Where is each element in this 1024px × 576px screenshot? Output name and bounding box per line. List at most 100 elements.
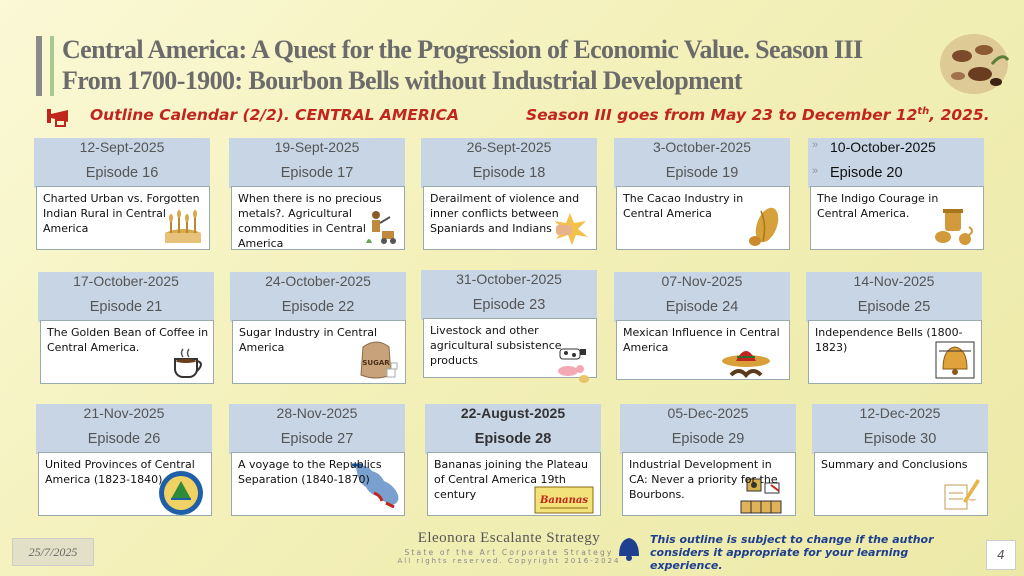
- episode-card[interactable]: 17-October-2025 Episode 21 The Golden Be…: [38, 272, 214, 384]
- subtitle-row: Outline Calendar (2/2). CENTRAL AMERICA …: [40, 104, 1020, 128]
- episode-card[interactable]: 12-Sept-2025 Episode 16 Charted Urban vs…: [34, 138, 210, 250]
- episode-title: Livestock and other agricultural subsist…: [430, 324, 562, 367]
- coffee-cup-icon: [174, 348, 202, 378]
- episode-card[interactable]: 26-Sept-2025 Episode 18 Derailment of vi…: [421, 138, 597, 250]
- card-header: 10-October-2025 Episode 20: [808, 138, 984, 188]
- episode-title: Mexican Influence in Central America: [623, 326, 780, 354]
- page-title: Central America: A Quest for the Progres…: [62, 34, 922, 96]
- wheat-field-icon: [165, 210, 201, 243]
- bell-logo-icon: [619, 538, 639, 561]
- card-body: A voyage to the Republics Separation (18…: [231, 452, 405, 516]
- page-number: 4: [986, 540, 1016, 570]
- episode-card[interactable]: 14-Nov-2025 Episode 25 Independence Bell…: [806, 272, 982, 384]
- episode-number: Episode 21: [89, 299, 163, 315]
- episode-title: The Golden Bean of Coffee in Central Ame…: [47, 326, 209, 354]
- disclaimer-notice: This outline is subject to change if the…: [650, 533, 934, 572]
- episode-card[interactable]: 3-October-2025 Episode 19 The Cacao Indu…: [614, 138, 790, 250]
- episode-number: Episode 28: [474, 431, 552, 447]
- episode-date: 26-Sept-2025: [466, 139, 552, 155]
- card-body: Bananas joining the Plateau of Central A…: [427, 452, 601, 516]
- episode-number: Episode 26: [87, 431, 161, 447]
- brand-name: Eleonora Escalante Strategy: [417, 530, 601, 546]
- episode-date: 3-October-2025: [652, 139, 752, 155]
- card-header: 14-Nov-2025 Episode 25: [806, 272, 982, 322]
- brand-copyright: All rights reserved. Copyright 2016-2024: [397, 557, 621, 565]
- episode-card[interactable]: 21-Nov-2025 Episode 26 United Provinces …: [36, 404, 212, 516]
- episode-card[interactable]: 10-October-2025 Episode 20 The Indigo Co…: [808, 138, 984, 250]
- bananas-label: Bananas: [539, 495, 588, 506]
- episode-card[interactable]: 05-Dec-2025 Episode 29 Industrial Develo…: [620, 404, 796, 516]
- brand-tagline: State of the Art Corporate Strategy: [404, 548, 614, 557]
- card-header: 07-Nov-2025 Episode 24: [614, 272, 790, 322]
- card-header: 26-Sept-2025 Episode 18: [421, 138, 597, 188]
- episode-number: Episode 27: [280, 431, 354, 447]
- footer-date: 25/7/2025: [12, 538, 94, 566]
- episode-card[interactable]: 12-Dec-2025 Episode 30 Summary and Concl…: [812, 404, 988, 516]
- factory-icon: [740, 478, 782, 514]
- card-header: 3-October-2025 Episode 19: [614, 138, 790, 188]
- indigo-pot-icon: [935, 209, 973, 245]
- episode-date: 24-October-2025: [265, 273, 371, 289]
- episode-title: Sugar Industry in Central America: [239, 326, 378, 354]
- episode-number: Episode 25: [857, 299, 931, 315]
- title-line-1: Central America: A Quest for the Progres…: [62, 35, 863, 64]
- episode-title: Derailment of violence and inner conflic…: [430, 192, 580, 235]
- card-header: 24-October-2025 Episode 22: [230, 272, 406, 322]
- coat-of-arms-icon: [159, 471, 203, 515]
- episode-date: 14-Nov-2025: [853, 273, 935, 289]
- writing-hand-icon: [944, 479, 980, 510]
- episode-date: 31-October-2025: [456, 271, 562, 287]
- episode-title: A voyage to the Republics Separation (18…: [238, 458, 382, 486]
- episode-date: 05-Dec-2025: [667, 405, 749, 421]
- card-header: 31-October-2025 Episode 23: [421, 270, 597, 320]
- episode-card[interactable]: 28-Nov-2025 Episode 27 A voyage to the R…: [229, 404, 405, 516]
- card-body: Charted Urban vs. Forgotten Indian Rural…: [36, 186, 210, 250]
- outline-calendar-label: Outline Calendar (2/2). CENTRAL AMERICA: [90, 106, 459, 124]
- card-header: 28-Nov-2025 Episode 27: [229, 404, 405, 454]
- episode-number: Episode 19: [665, 165, 739, 181]
- episode-card[interactable]: 19-Sept-2025 Episode 17 When there is no…: [229, 138, 405, 250]
- livestock-icon: [558, 348, 589, 383]
- card-body: Mexican Influence in Central America: [616, 320, 790, 380]
- episode-title: Bananas joining the Plateau of Central A…: [434, 458, 589, 501]
- card-header: 12-Sept-2025 Episode 16: [34, 138, 210, 188]
- card-header: 21-Nov-2025 Episode 26: [36, 404, 212, 454]
- fist-icon: [554, 213, 588, 245]
- episode-number: Episode 17: [280, 165, 354, 181]
- episode-number: Episode 30: [863, 431, 937, 447]
- episode-date: 07-Nov-2025: [661, 273, 743, 289]
- season-prefix: Season III goes from May 23 to December …: [526, 106, 918, 125]
- episode-card[interactable]: 24-October-2025 Episode 22 Sugar Industr…: [230, 272, 406, 384]
- episode-date: 12-Dec-2025: [859, 405, 941, 421]
- episode-date: 10-October-2025: [808, 138, 984, 155]
- title-accent-bar-green: [50, 36, 54, 96]
- episode-card[interactable]: 31-October-2025 Episode 23 Livestock and…: [421, 270, 597, 383]
- episode-card[interactable]: 22-August-2025 Episode 28 Bananas joinin…: [425, 404, 601, 516]
- card-header: 22-August-2025 Episode 28: [425, 404, 601, 454]
- episode-date: 21-Nov-2025: [83, 405, 165, 421]
- episode-date: 19-Sept-2025: [274, 139, 360, 155]
- card-body: The Golden Bean of Coffee in Central Ame…: [40, 320, 214, 384]
- cacao-decoration-icon: [940, 34, 1010, 94]
- sugar-sack-icon: SUGAR: [360, 341, 398, 379]
- episode-title: United Provinces of Central America (182…: [45, 458, 195, 486]
- card-body: Derailment of violence and inner conflic…: [423, 186, 597, 250]
- episode-card[interactable]: 07-Nov-2025 Episode 24 Mexican Influence…: [614, 272, 790, 380]
- cacao-pod-icon: [749, 207, 779, 246]
- card-body: Summary and Conclusions: [814, 452, 988, 516]
- card-body: Sugar Industry in Central America SUGAR: [232, 320, 406, 384]
- card-body: The Cacao Industry in Central America: [616, 186, 790, 250]
- episode-number: Episode 29: [671, 431, 745, 447]
- card-header: 12-Dec-2025 Episode 30: [812, 404, 988, 454]
- episode-number: Episode 23: [472, 297, 546, 313]
- episode-number: Episode 18: [472, 165, 546, 181]
- season-sup: th: [917, 106, 930, 117]
- episode-title: When there is no precious metals?. Agric…: [238, 192, 382, 250]
- card-body: When there is no precious metals?. Agric…: [231, 186, 405, 250]
- card-header: 19-Sept-2025 Episode 17: [229, 138, 405, 188]
- brand-block: Eleonora Escalante Strategy State of the…: [384, 530, 634, 565]
- episode-title: The Indigo Courage in Central America.: [817, 192, 939, 220]
- title-accent-bar: [36, 36, 42, 96]
- card-header: 17-October-2025 Episode 21: [38, 272, 214, 322]
- trumpet-icon: [47, 109, 68, 127]
